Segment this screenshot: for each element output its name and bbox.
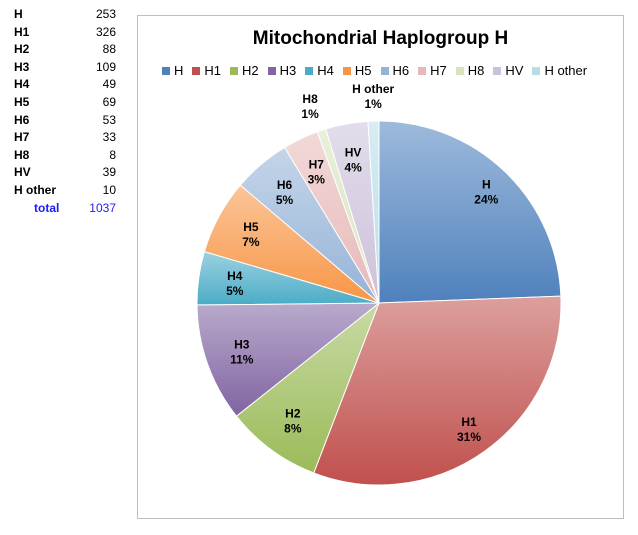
legend-item: H6	[380, 63, 410, 78]
legend-swatch	[418, 66, 427, 75]
legend-swatch	[162, 66, 170, 75]
data-label: H6 5%	[276, 178, 294, 207]
row-label: H7	[14, 130, 30, 145]
legend-item: H2	[230, 63, 259, 78]
table-row: H 253	[14, 6, 116, 24]
total-label: total	[34, 200, 60, 215]
pie-chart: H 24% H1 31% H2 8% H3 11% H4 5% H5 7% H6 5% H7 3% H8 1% HV…	[196, 82, 562, 486]
row-label: H other	[14, 182, 56, 197]
row-value: 109	[95, 59, 116, 74]
row-value: 69	[102, 94, 116, 109]
legend-swatch	[493, 66, 502, 75]
data-label: HV 4%	[344, 146, 362, 175]
legend-item: H7	[418, 63, 447, 78]
legend-label: H6	[392, 63, 410, 78]
pie-slice-h2[interactable]	[235, 301, 381, 474]
legend-swatch	[532, 66, 541, 75]
row-label: H6	[14, 112, 30, 127]
legend-item: H5	[342, 63, 372, 78]
pie-slice-h1[interactable]	[313, 295, 562, 486]
legend-label: H2	[242, 63, 259, 78]
legend-item: H other	[532, 63, 587, 78]
legend-swatch	[230, 66, 239, 75]
row-value: 49	[102, 77, 116, 92]
legend-item: H	[162, 63, 183, 78]
chart-title: Mitochondrial Haplogroup H	[252, 28, 509, 49]
legend-label: H5	[354, 63, 372, 78]
table-row: H3 109	[14, 59, 116, 77]
data-label: H1 31%	[457, 415, 481, 444]
pie-slice-h[interactable]	[378, 120, 562, 304]
row-label: H4	[14, 77, 30, 92]
row-label: HV	[14, 165, 31, 180]
legend-swatch	[380, 66, 389, 75]
table-row: H6 53	[14, 112, 116, 130]
legend-label: H8	[467, 63, 485, 78]
legend-label: H4	[317, 63, 334, 78]
legend-swatch	[342, 66, 351, 75]
row-value: 33	[102, 130, 116, 145]
legend-label: H1	[204, 63, 222, 78]
data-label: H7 3%	[308, 158, 326, 187]
legend-label: H3	[279, 63, 297, 78]
chart-area[interactable]: Mitochondrial Haplogroup H H H1 H2 H3 H4 H5 H6…	[137, 15, 624, 519]
legend-label: H	[174, 63, 184, 78]
row-value: 88	[102, 42, 116, 57]
data-table: H 253 H1 326 H2 88 H3 109 H4 49 H5 69 H6 53 H7 33 H8 8 HV 3…	[14, 6, 116, 217]
legend-item: H4	[305, 63, 334, 78]
row-value: 53	[102, 112, 116, 127]
legend-item: HV	[493, 63, 523, 78]
total-row: total 1037	[14, 200, 116, 218]
legend-swatch	[192, 66, 201, 75]
row-value: 10	[102, 182, 116, 197]
legend-label: HV	[505, 63, 524, 78]
table-row: H4 49	[14, 76, 116, 94]
table-row: H other 10	[14, 182, 116, 200]
data-label: H8 1%	[301, 92, 319, 121]
table-row: H2 88	[14, 41, 116, 59]
legend-label: H7	[430, 63, 447, 78]
legend-item: H8	[455, 63, 485, 78]
table-row: HV 39	[14, 164, 116, 182]
legend-swatch	[267, 66, 276, 75]
data-label: H4 5%	[226, 269, 244, 298]
row-value: 8	[109, 147, 116, 162]
table-row: H5 69	[14, 94, 116, 112]
table-row: H1 326	[14, 24, 116, 42]
legend-label: H other	[544, 63, 588, 78]
legend-item: H3	[267, 63, 297, 78]
data-label: H5 7%	[242, 220, 260, 249]
row-value: 39	[102, 165, 116, 180]
row-value: 253	[95, 7, 116, 21]
legend-swatch	[455, 66, 464, 75]
row-label: H1	[14, 24, 30, 39]
pie-slice-h-other[interactable]	[367, 120, 380, 304]
row-label: H8	[14, 147, 30, 162]
data-label: H2 8%	[284, 406, 302, 435]
table-row: H7 33	[14, 129, 116, 147]
row-label: H5	[14, 94, 30, 109]
row-label: H2	[14, 42, 30, 57]
data-label: H 24%	[474, 178, 498, 207]
legend: H H1 H2 H3 H4 H5 H6 H7 H8 HV H other	[162, 63, 587, 78]
row-value: 326	[95, 24, 116, 39]
total-value: 1037	[89, 200, 116, 215]
table-row: H8 8	[14, 147, 116, 165]
row-label: H3	[14, 59, 30, 74]
legend-swatch	[305, 66, 314, 75]
data-label: H3 11%	[230, 338, 254, 367]
row-label: H	[14, 7, 23, 21]
pie-slice-h3[interactable]	[196, 302, 381, 417]
data-label: H other 1%	[352, 82, 394, 111]
legend-item: H1	[192, 63, 221, 78]
